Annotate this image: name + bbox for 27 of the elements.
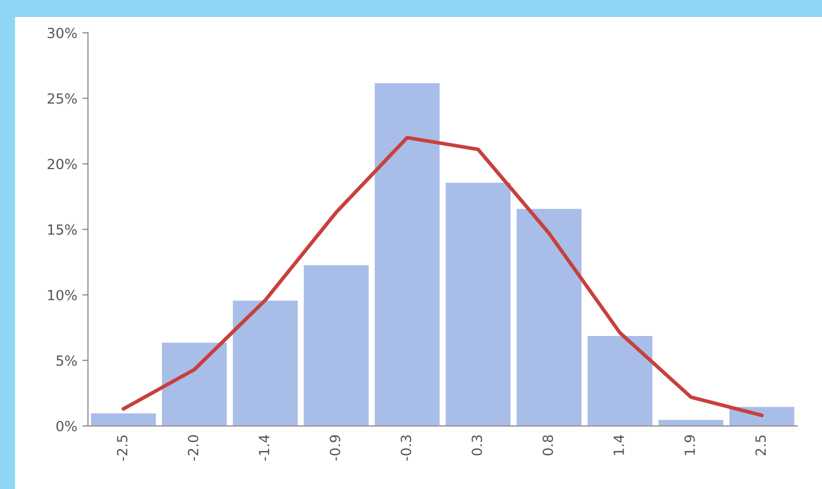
y-tick-label: 25% (48, 93, 77, 104)
bar (160, 341, 228, 426)
y-tick-label: 30% (48, 28, 77, 38)
bar (90, 412, 157, 426)
bar (586, 334, 654, 426)
x-tick-label: 2.5 (755, 435, 766, 456)
y-tick-label: 20% (48, 158, 77, 170)
x-tick-label: 0.8 (542, 435, 554, 456)
y-tick-label: 0% (56, 420, 77, 432)
bar (232, 300, 299, 426)
y-tick-label: 15% (48, 224, 77, 235)
x-tick-label: 0.3 (472, 435, 482, 456)
bar (657, 418, 724, 426)
x-tick-label: 1.9 (684, 435, 695, 455)
x-tick-label: -1.4 (259, 435, 270, 461)
x-tick-label: -2.5 (116, 435, 128, 461)
x-tick-label: -0.9 (330, 435, 340, 461)
bar (302, 264, 370, 426)
line-series (122, 136, 764, 418)
x-tick-label: -2.0 (188, 435, 198, 461)
bar (516, 208, 583, 426)
x-tick-label: 1.4 (614, 435, 624, 455)
y-tick-label: 5% (56, 355, 77, 366)
x-tick-label: -0.3 (400, 435, 412, 461)
bar (374, 82, 441, 426)
y-tick-label: 10% (48, 290, 77, 300)
bar (444, 182, 512, 426)
